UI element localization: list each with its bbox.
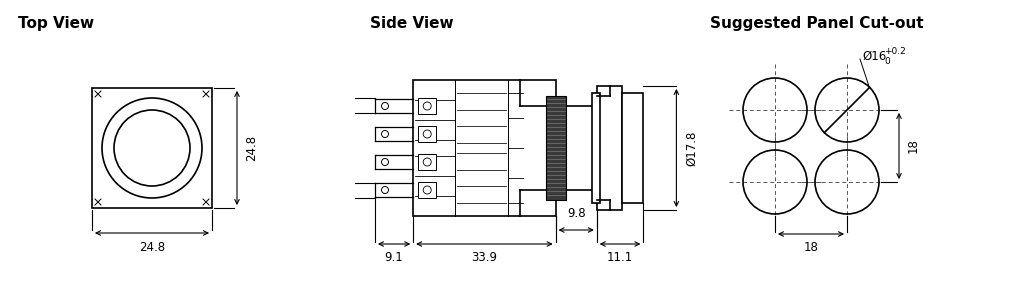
Bar — [546, 96, 565, 200]
Text: 18: 18 — [907, 139, 920, 154]
Text: 0: 0 — [884, 57, 890, 65]
Text: 9.8: 9.8 — [567, 207, 586, 220]
Bar — [418, 126, 436, 142]
Bar — [623, 93, 643, 203]
Text: +0.2: +0.2 — [884, 47, 906, 56]
Bar — [592, 93, 600, 203]
Text: Top View: Top View — [18, 16, 94, 31]
Text: Ø16: Ø16 — [862, 50, 886, 63]
Text: 33.9: 33.9 — [471, 251, 498, 264]
Bar — [92, 88, 212, 208]
Bar — [418, 98, 436, 114]
Bar — [418, 154, 436, 170]
Bar — [414, 80, 556, 216]
Text: Suggested Panel Cut-out: Suggested Panel Cut-out — [710, 16, 924, 31]
Text: 24.8: 24.8 — [245, 135, 258, 161]
Text: Ø17.8: Ø17.8 — [685, 130, 698, 166]
Text: 9.1: 9.1 — [385, 251, 403, 264]
Bar — [597, 86, 623, 210]
Bar — [565, 106, 597, 190]
Text: 11.1: 11.1 — [607, 251, 633, 264]
Text: 18: 18 — [804, 241, 818, 254]
Text: 24.8: 24.8 — [139, 241, 165, 254]
Text: Side View: Side View — [370, 16, 454, 31]
Bar — [418, 182, 436, 198]
